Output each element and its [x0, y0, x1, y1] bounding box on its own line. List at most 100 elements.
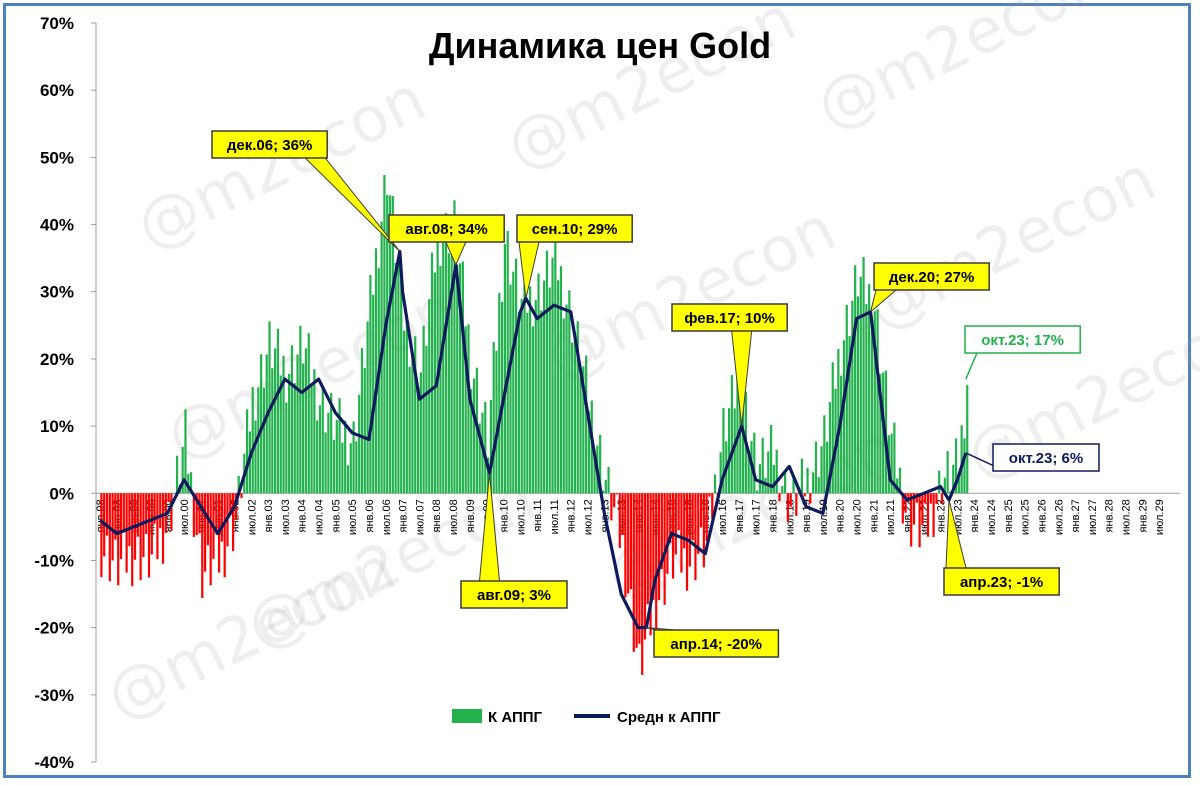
bar	[848, 336, 851, 494]
bar	[604, 479, 607, 494]
bar	[388, 195, 392, 494]
bar	[901, 493, 904, 524]
bar	[641, 493, 644, 675]
bar	[559, 266, 563, 494]
bar	[201, 493, 204, 599]
bar	[108, 493, 111, 582]
bar	[374, 248, 378, 494]
bar	[960, 425, 963, 494]
bar	[167, 493, 170, 503]
bar	[131, 493, 134, 587]
bar	[593, 456, 596, 494]
bar	[741, 400, 745, 494]
x-tick-label: янв.06	[364, 499, 376, 532]
bar	[456, 265, 459, 494]
bar	[419, 372, 422, 494]
bar	[666, 493, 669, 574]
bar	[952, 464, 955, 494]
bar	[579, 377, 582, 494]
bar	[509, 284, 512, 494]
bar	[551, 257, 554, 494]
bar	[924, 493, 927, 504]
bar	[753, 432, 756, 494]
bar	[789, 493, 792, 507]
bar	[484, 401, 487, 494]
callout-box	[516, 214, 633, 243]
bar	[534, 300, 537, 494]
bar	[184, 409, 187, 494]
x-tick-label: июл.12	[583, 499, 595, 535]
bar	[562, 318, 565, 494]
bar	[302, 363, 305, 494]
callout-box	[653, 629, 780, 658]
bar	[671, 493, 675, 579]
bar	[251, 387, 254, 494]
bar	[444, 213, 448, 494]
bar	[571, 342, 574, 494]
callout-pointer	[965, 352, 978, 380]
bar	[643, 493, 647, 640]
bar	[845, 304, 848, 494]
bar	[386, 194, 389, 494]
bar	[938, 470, 941, 494]
bar	[436, 225, 439, 494]
bar	[156, 493, 159, 560]
bar	[800, 458, 804, 494]
bar	[318, 405, 322, 494]
bar	[114, 493, 117, 540]
bar	[722, 407, 725, 494]
bar	[660, 493, 663, 570]
bar	[495, 350, 498, 494]
bar	[688, 493, 691, 567]
bar	[540, 310, 543, 494]
bar	[635, 493, 638, 648]
bar	[940, 493, 944, 505]
bar	[442, 239, 445, 494]
bar	[111, 493, 114, 561]
x-tick-label: июл.25	[1020, 499, 1032, 535]
bar	[775, 449, 778, 494]
bar	[610, 493, 613, 521]
bar	[683, 493, 686, 549]
bar	[649, 493, 652, 636]
bar	[910, 493, 913, 547]
bar	[702, 493, 705, 568]
y-tick-label: 30%	[40, 283, 74, 302]
x-tick-label: янв.03	[263, 499, 275, 532]
x-tick-label: янв.08	[431, 499, 443, 532]
bar	[632, 493, 635, 652]
bar	[851, 300, 854, 494]
x-tick-label: янв.23	[936, 499, 948, 532]
bar	[854, 265, 857, 494]
bar	[335, 420, 338, 494]
bar	[733, 408, 736, 494]
x-tick-label: янв.11	[532, 499, 544, 531]
bar	[372, 294, 375, 494]
bar	[425, 345, 428, 494]
bar	[548, 287, 551, 494]
bar	[868, 284, 871, 494]
bar	[520, 299, 523, 494]
bar	[223, 493, 226, 578]
x-tick-label: янв.09	[465, 499, 477, 532]
bar	[842, 340, 846, 494]
bar	[691, 493, 694, 541]
bar	[865, 303, 868, 494]
bar	[784, 470, 787, 494]
bar	[912, 493, 916, 525]
bar	[470, 389, 473, 494]
bar	[599, 434, 602, 494]
bar	[904, 493, 907, 513]
callout-label: апр.14; -20%	[670, 636, 762, 653]
bar	[543, 280, 546, 494]
bar	[747, 449, 750, 494]
x-tick-label: янв.18	[768, 499, 780, 532]
callout-box	[964, 325, 1081, 354]
bar	[526, 312, 529, 494]
bar	[422, 325, 425, 494]
x-tick-label: июл.19	[818, 499, 830, 535]
bar	[685, 493, 689, 591]
x-tick-label: июл.05	[347, 499, 359, 535]
bar	[657, 493, 661, 601]
bar	[926, 493, 930, 537]
